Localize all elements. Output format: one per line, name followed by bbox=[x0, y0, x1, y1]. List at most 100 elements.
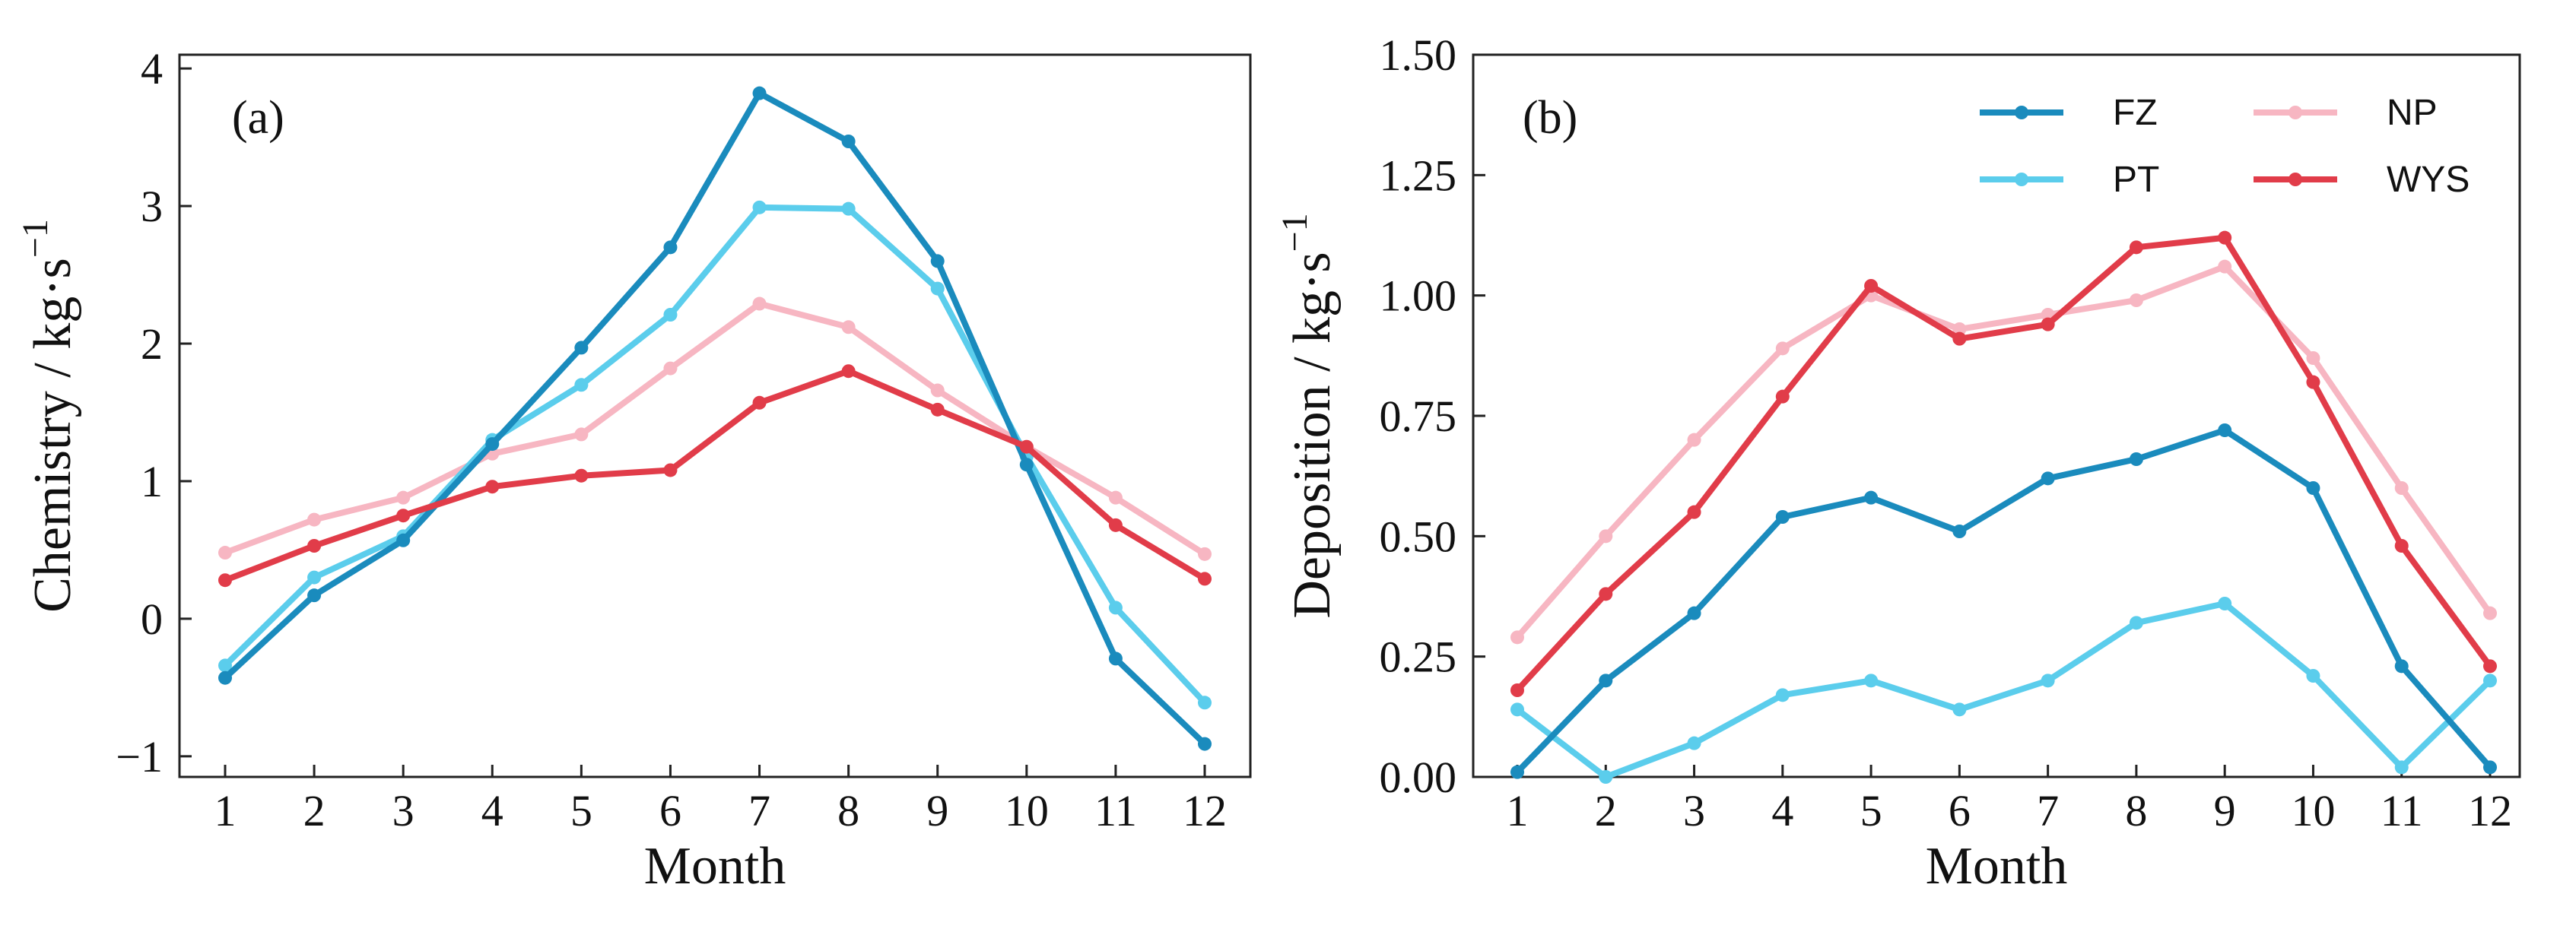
legend-marker-np bbox=[2289, 106, 2302, 119]
point-b-wys-11 bbox=[2394, 539, 2409, 553]
point-b-fz-11 bbox=[2394, 659, 2409, 674]
point-b-wys-8 bbox=[2129, 240, 2143, 255]
point-a-wys-5 bbox=[574, 468, 589, 483]
point-a-np-2 bbox=[307, 512, 322, 527]
point-b-wys-12 bbox=[2483, 659, 2497, 674]
point-a-np-7 bbox=[752, 296, 767, 311]
point-b-wys-10 bbox=[2306, 375, 2320, 389]
series-b bbox=[1510, 230, 2497, 784]
x-tick-label-b-3: 3 bbox=[1683, 786, 1705, 835]
x-tick-label-b-8: 8 bbox=[2125, 786, 2147, 835]
point-b-wys-5 bbox=[1864, 279, 1879, 293]
series-line-a-wys bbox=[222, 368, 1208, 584]
point-b-wys-3 bbox=[1687, 505, 1701, 519]
y-tick-label-a-2: 1 bbox=[141, 457, 163, 506]
x-tick-label-b-9: 9 bbox=[2214, 786, 2236, 835]
legend-marker-fz bbox=[2015, 106, 2028, 119]
y-axis-label-a: Chemistry / kg·s−1 bbox=[15, 219, 82, 613]
y-tick-label-b-1: 0.25 bbox=[1380, 632, 1457, 682]
point-a-fz-9 bbox=[930, 254, 945, 268]
point-b-wys-2 bbox=[1599, 587, 1613, 601]
panel-label-a: (a) bbox=[232, 92, 284, 144]
point-a-wys-12 bbox=[1198, 572, 1212, 586]
y-tick-label-a-5: 4 bbox=[141, 44, 163, 94]
point-a-wys-9 bbox=[930, 402, 945, 417]
point-b-pt-1 bbox=[1510, 702, 1524, 717]
point-a-np-8 bbox=[841, 320, 856, 334]
x-tick-label-a-9: 9 bbox=[926, 786, 948, 835]
y-tick-label-b-4: 1.00 bbox=[1380, 271, 1457, 321]
y-tick-label-a-0: −1 bbox=[116, 732, 163, 781]
point-b-fz-5 bbox=[1864, 490, 1879, 505]
point-a-fz-12 bbox=[1198, 737, 1212, 751]
point-b-pt-3 bbox=[1687, 736, 1701, 750]
ticks-b: 1 2 3 4 5 6 7 8 9 10 11 120.000.250.500.751.001.251… bbox=[1380, 30, 2513, 835]
point-a-wys-3 bbox=[396, 509, 411, 523]
point-b-np-11 bbox=[2394, 481, 2409, 495]
point-a-fz-6 bbox=[663, 240, 678, 255]
point-a-fz-11 bbox=[1108, 651, 1123, 666]
point-a-pt-2 bbox=[307, 570, 322, 585]
point-b-pt-8 bbox=[2129, 616, 2143, 630]
point-b-wys-7 bbox=[2041, 317, 2055, 331]
point-a-pt-1 bbox=[218, 658, 232, 673]
y-tick-label-b-5: 1.25 bbox=[1380, 151, 1457, 200]
x-tick-label-b-12: 12 bbox=[2468, 786, 2512, 835]
y-tick-label-b-3: 0.75 bbox=[1380, 392, 1457, 441]
point-a-pt-5 bbox=[574, 378, 589, 392]
point-b-fz-3 bbox=[1687, 606, 1701, 620]
plot-frame-b bbox=[1472, 53, 2521, 778]
x-tick-label-a-12: 12 bbox=[1183, 786, 1227, 835]
point-a-np-12 bbox=[1198, 547, 1212, 561]
x-tick-label-b-2: 2 bbox=[1595, 786, 1617, 835]
series-line-a-fz bbox=[222, 90, 1208, 747]
point-a-wys-1 bbox=[218, 573, 232, 588]
point-b-fz-6 bbox=[1952, 525, 1967, 538]
x-tick-label-b-11: 11 bbox=[2381, 786, 2423, 835]
x-tick-label-a-8: 8 bbox=[837, 786, 859, 835]
point-b-pt-12 bbox=[2483, 674, 2497, 688]
x-tick-label-b-10: 10 bbox=[2291, 786, 2335, 835]
point-a-fz-8 bbox=[841, 135, 856, 148]
y-tick-label-b-6: 1.50 bbox=[1380, 30, 1457, 80]
legend-label-fz: FZ bbox=[2113, 93, 2158, 133]
point-a-np-5 bbox=[574, 427, 589, 442]
x-tick-label-a-3: 3 bbox=[392, 786, 415, 835]
x-axis-label-a: Month bbox=[644, 837, 786, 896]
point-a-np-9 bbox=[930, 383, 945, 398]
legend-label-wys: WYS bbox=[2387, 160, 2470, 200]
y-tick-label-b-2: 0.50 bbox=[1380, 512, 1457, 561]
point-b-fz-10 bbox=[2306, 481, 2320, 495]
point-a-fz-7 bbox=[752, 86, 767, 100]
point-a-pt-8 bbox=[841, 201, 856, 216]
panel-b-deposition: 1 2 3 4 5 6 7 8 9 10 11 120.000.250.500.751.001.251… bbox=[1275, 30, 2521, 896]
y-axis-label-a-sup: −1 bbox=[15, 219, 56, 258]
point-b-fz-12 bbox=[2483, 760, 2497, 775]
plot-frame-a bbox=[178, 53, 1252, 778]
x-tick-label-a-6: 6 bbox=[659, 786, 681, 835]
x-tick-label-a-2: 2 bbox=[303, 786, 326, 835]
point-a-wys-7 bbox=[752, 395, 767, 410]
point-a-wys-10 bbox=[1019, 439, 1034, 454]
series-line-b-pt bbox=[1514, 601, 2493, 780]
point-b-np-8 bbox=[2129, 293, 2143, 307]
point-a-wys-8 bbox=[841, 364, 856, 379]
point-a-pt-7 bbox=[752, 200, 767, 214]
legend-marker-wys bbox=[2289, 173, 2302, 186]
point-b-fz-2 bbox=[1599, 674, 1613, 688]
point-a-np-3 bbox=[396, 490, 411, 505]
point-b-fz-9 bbox=[2218, 423, 2232, 437]
point-a-fz-4 bbox=[485, 437, 500, 452]
panel-label-b: (b) bbox=[1523, 92, 1577, 144]
point-a-pt-6 bbox=[663, 308, 678, 322]
point-b-np-12 bbox=[2483, 606, 2497, 620]
series-line-b-fz bbox=[1514, 427, 2493, 775]
point-a-wys-2 bbox=[307, 539, 322, 553]
y-axis-label-b-sup: −1 bbox=[1275, 213, 1315, 252]
legend-marker-pt bbox=[2015, 173, 2028, 186]
x-tick-label-a-4: 4 bbox=[481, 786, 503, 835]
legend-label-pt: PT bbox=[2113, 160, 2159, 200]
point-a-fz-10 bbox=[1019, 458, 1034, 472]
point-b-fz-4 bbox=[1775, 510, 1790, 524]
